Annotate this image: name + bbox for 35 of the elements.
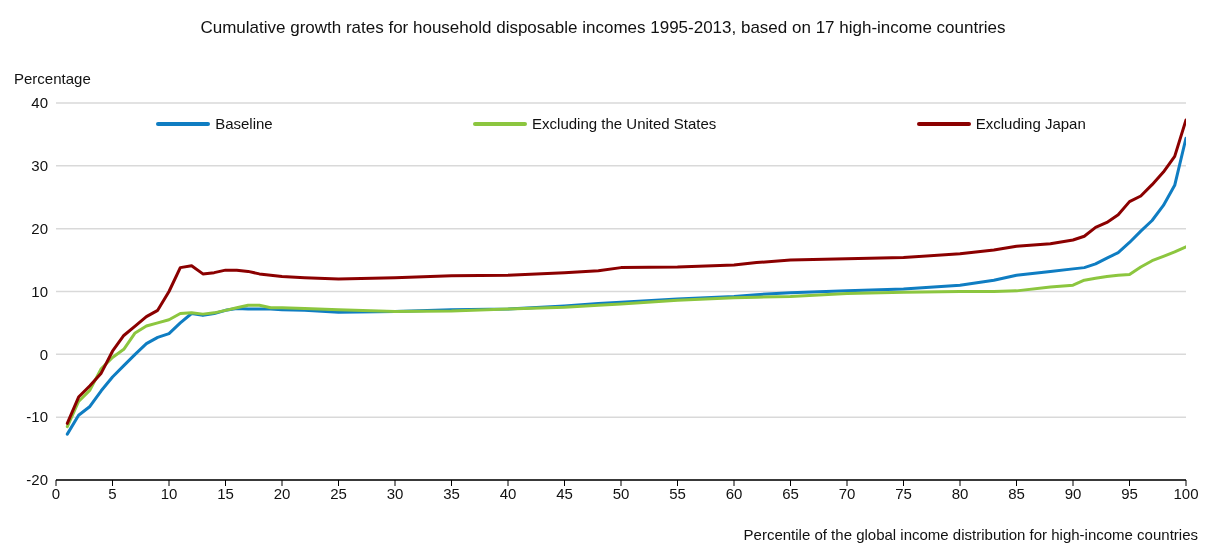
x-tick-label: 30 [386,484,404,502]
x-tick-label: 15 [217,484,234,502]
x-axis-title: Percentile of the global income distribution for high-income countries [743,526,1198,543]
legend-label: Excluding the United States [532,115,717,132]
y-axis-title: Percentage [14,70,91,87]
x-tick-label: 95 [1121,484,1138,502]
x-tick-label: 50 [612,484,630,502]
x-tick-label: 5 [108,484,117,502]
x-tick-label: 25 [330,484,347,502]
y-tick-label: 0 [39,345,48,363]
y-tick-label: -10 [26,408,48,426]
y-tick-label: 30 [31,157,48,175]
x-tick-label: 40 [499,484,517,502]
x-tick-label: 20 [273,484,291,502]
y-tick-label: 40 [31,94,48,112]
legend-label: Baseline [215,115,273,132]
x-tick-label: 0 [51,484,61,502]
x-tick-label: 35 [443,484,460,502]
y-tick-label: 20 [31,219,48,237]
x-tick-label: 60 [725,484,743,502]
x-tick-label: 75 [895,484,912,502]
x-tick-label: 80 [951,484,969,502]
chart-title: Cumulative growth rates for household disposable incomes 1995-2013, based on 17 high-income countries [199,18,1007,38]
legend-label: Excluding Japan [975,115,1086,132]
x-tick-label: 90 [1064,484,1082,502]
line-series [65,245,1186,429]
x-tick-label: 55 [669,484,686,502]
x-tick-label: 65 [782,484,799,502]
y-tick-label: -20 [26,471,48,489]
x-tick-label: 85 [1008,484,1025,502]
x-tick-label: 100 [1173,484,1199,502]
y-tick-label: 10 [31,282,48,300]
x-tick-label: 70 [838,484,856,502]
x-tick-label: 10 [160,484,178,502]
x-tick-label: 45 [556,484,573,502]
